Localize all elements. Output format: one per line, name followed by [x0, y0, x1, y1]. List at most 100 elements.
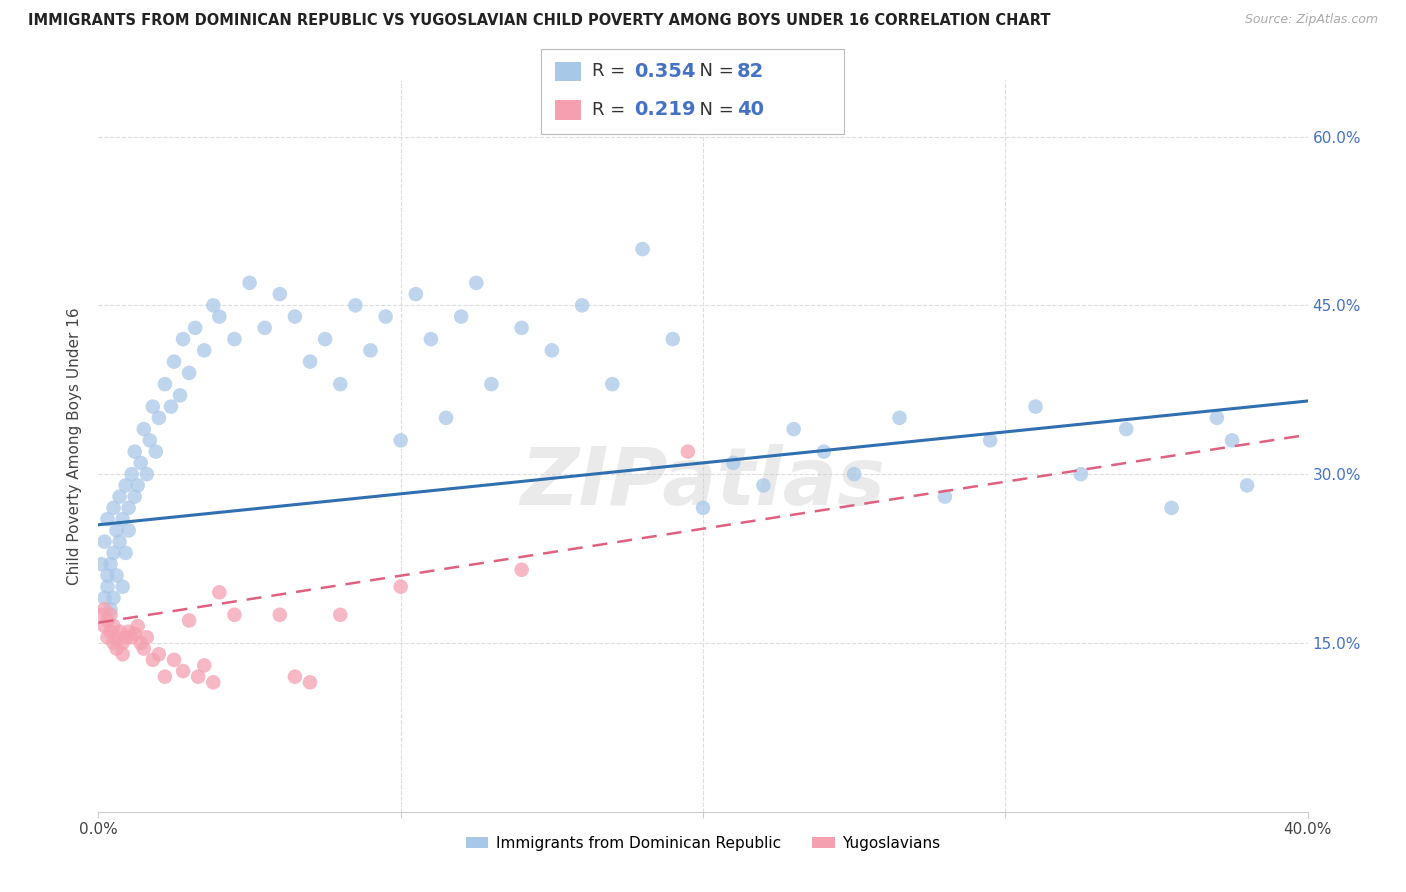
Point	[96, 580, 118, 594]
Point	[179, 366, 201, 380]
Point	[752, 478, 775, 492]
Point	[934, 490, 956, 504]
Point	[96, 614, 118, 628]
Point	[124, 627, 146, 641]
Point	[103, 500, 125, 515]
Point	[127, 478, 149, 492]
Point	[145, 444, 167, 458]
Text: ZIPatlas: ZIPatlas	[520, 443, 886, 522]
Point	[96, 568, 118, 582]
Point	[111, 580, 134, 594]
Point	[1160, 500, 1182, 515]
Point	[96, 630, 118, 644]
Point	[329, 607, 352, 622]
Point	[160, 400, 183, 414]
Point	[389, 580, 412, 594]
Point	[96, 512, 118, 526]
Point	[269, 607, 291, 622]
Point	[118, 500, 141, 515]
Point	[93, 591, 115, 605]
Point	[224, 332, 246, 346]
Point	[1206, 410, 1229, 425]
Point	[344, 298, 367, 312]
Point	[111, 636, 134, 650]
Point	[100, 607, 122, 622]
Point	[389, 434, 412, 448]
Point	[135, 467, 157, 482]
Point	[105, 641, 128, 656]
Point	[202, 298, 225, 312]
Point	[132, 422, 155, 436]
Point	[108, 490, 131, 504]
Point	[127, 619, 149, 633]
Point	[103, 619, 125, 633]
Point	[540, 343, 562, 358]
Point	[100, 624, 122, 639]
Point	[121, 630, 143, 644]
Point	[314, 332, 336, 346]
Point	[148, 410, 170, 425]
Point	[163, 653, 186, 667]
Text: 82: 82	[737, 62, 763, 81]
Y-axis label: Child Poverty Among Boys Under 16: Child Poverty Among Boys Under 16	[67, 307, 83, 585]
Point	[405, 287, 427, 301]
Point	[172, 332, 194, 346]
Point	[187, 670, 209, 684]
Point	[129, 636, 152, 650]
Point	[103, 591, 125, 605]
Point	[299, 675, 322, 690]
Point	[783, 422, 806, 436]
Point	[979, 434, 1001, 448]
Point	[450, 310, 472, 324]
Point	[172, 664, 194, 678]
Text: 0.219: 0.219	[634, 100, 696, 120]
Point	[108, 624, 131, 639]
Text: R =: R =	[592, 62, 631, 80]
Point	[602, 377, 624, 392]
Point	[1236, 478, 1258, 492]
Point	[114, 478, 136, 492]
Point	[510, 321, 533, 335]
Point	[118, 524, 141, 538]
Point	[142, 400, 165, 414]
Point	[208, 310, 231, 324]
Point	[284, 670, 307, 684]
Point	[118, 624, 141, 639]
Point	[1024, 400, 1046, 414]
Point	[299, 354, 322, 368]
Point	[813, 444, 835, 458]
Point	[100, 602, 122, 616]
Point	[692, 500, 714, 515]
Point	[481, 377, 503, 392]
Point	[661, 332, 683, 346]
Point	[184, 321, 207, 335]
Text: 0.354: 0.354	[634, 62, 696, 81]
Point	[193, 658, 215, 673]
Text: 40: 40	[737, 100, 763, 120]
Point	[153, 377, 176, 392]
Point	[1115, 422, 1137, 436]
Point	[105, 568, 128, 582]
Point	[510, 563, 533, 577]
Point	[129, 456, 152, 470]
Point	[1070, 467, 1092, 482]
Point	[90, 557, 112, 571]
Point	[163, 354, 186, 368]
Point	[465, 276, 488, 290]
Point	[374, 310, 396, 324]
Point	[103, 636, 125, 650]
Point	[105, 630, 128, 644]
Point	[360, 343, 382, 358]
Point	[93, 602, 115, 616]
Text: N =: N =	[688, 62, 740, 80]
Point	[420, 332, 443, 346]
Point	[124, 444, 146, 458]
Point	[202, 675, 225, 690]
Point	[284, 310, 307, 324]
Point	[111, 512, 134, 526]
Point	[844, 467, 866, 482]
Legend: Immigrants from Dominican Republic, Yugoslavians: Immigrants from Dominican Republic, Yugo…	[460, 830, 946, 856]
Point	[631, 242, 654, 256]
Point	[253, 321, 276, 335]
Point	[571, 298, 593, 312]
